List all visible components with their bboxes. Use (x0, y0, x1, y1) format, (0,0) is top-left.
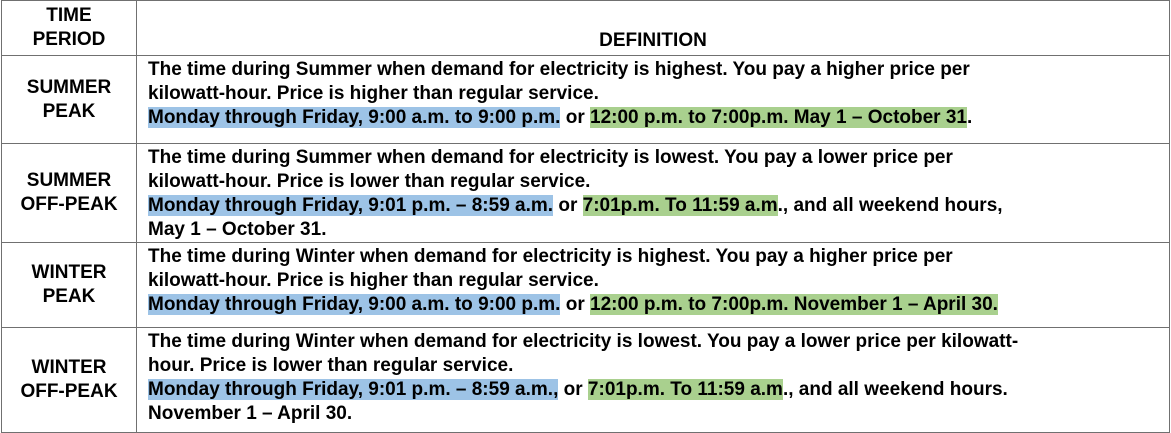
definition-schedule: Monday through Friday, 9:01 p.m. – 8:59 … (148, 378, 1161, 402)
period-line2: PEAK (42, 286, 96, 307)
definition-line2: kilowatt-hour. Price is lower than regul… (148, 171, 591, 192)
definition-cell: The time during Summer when demand for e… (136, 55, 1170, 144)
connector-text: or (560, 294, 590, 315)
period-cell: SUMMER OFF-PEAK (1, 143, 137, 243)
header-period-line1: TIME (46, 5, 92, 26)
definition-cell: The time during Summer when demand for e… (136, 143, 1170, 243)
definition-line2: hour. Price is lower than regular servic… (148, 355, 514, 376)
period-line2: OFF-PEAK (20, 381, 118, 402)
period-line1: SUMMER (26, 170, 112, 191)
definition-line2: kilowatt-hour. Price is higher than regu… (148, 270, 599, 291)
definition-line1: The time during Summer when demand for e… (148, 59, 970, 80)
alternate-hours-highlight: 7:01p.m. To 11:59 a.m (587, 379, 783, 400)
schedule-tail: ., and all weekend hours, (777, 195, 1003, 216)
header-period-line2: PERIOD (32, 29, 106, 50)
header-definition: DEFINITION (136, 0, 1170, 56)
weekday-hours-highlight: Monday through Friday, 9:01 p.m. – 8:59 … (148, 195, 554, 216)
definition-line1: The time during Winter when demand for e… (148, 331, 1019, 352)
weekday-hours-highlight: Monday through Friday, 9:00 a.m. to 9:00… (148, 107, 561, 128)
schedule-tail: ., and all weekend hours. (782, 379, 1008, 400)
definition-line1: The time during Summer when demand for e… (148, 147, 953, 168)
weekday-hours-highlight: Monday through Friday, 9:01 p.m. – 8:59 … (148, 379, 559, 400)
connector-text: or (553, 195, 583, 216)
definition-cell: The time during Winter when demand for e… (136, 327, 1170, 433)
alternate-hours-highlight: 12:00 p.m. to 7:00p.m. May 1 – October 3… (590, 107, 967, 128)
definition-line4: November 1 – April 30. (148, 403, 353, 424)
table-row-summer-off-peak: SUMMER OFF-PEAK The time during Summer w… (1, 143, 1170, 243)
connector-text: or (558, 379, 588, 400)
weekday-hours-highlight: Monday through Friday, 9:00 a.m. to 9:00… (148, 294, 561, 315)
period-line1: WINTER (31, 262, 107, 283)
period-line2: OFF-PEAK (20, 194, 118, 215)
table-row-summer-peak: SUMMER PEAK The time during Summer when … (1, 55, 1170, 144)
table-header-row: TIME PERIOD DEFINITION (1, 0, 1170, 56)
schedule-tail: . (966, 107, 973, 128)
definition-line2: kilowatt-hour. Price is higher than regu… (148, 83, 599, 104)
alternate-hours-highlight: 7:01p.m. To 11:59 a.m (582, 195, 778, 216)
connector-text: or (560, 107, 590, 128)
definition-schedule: Monday through Friday, 9:00 a.m. to 9:00… (148, 106, 1161, 130)
period-line2: PEAK (42, 100, 96, 122)
definition-schedule: Monday through Friday, 9:01 p.m. – 8:59 … (148, 194, 1161, 218)
definition-schedule: Monday through Friday, 9:00 a.m. to 9:00… (148, 293, 1161, 317)
definition-line1: The time during Winter when demand for e… (148, 246, 953, 267)
period-line1: SUMMER (26, 76, 112, 98)
period-cell: SUMMER PEAK (1, 55, 137, 144)
table-row-winter-off-peak: WINTER OFF-PEAK The time during Winter w… (1, 327, 1170, 433)
period-cell: WINTER PEAK (1, 242, 137, 328)
alternate-hours-highlight: 12:00 p.m. to 7:00p.m. November 1 – Apri… (590, 294, 998, 315)
table-row-winter-peak: WINTER PEAK The time during Winter when … (1, 242, 1170, 328)
header-time-period: TIME PERIOD (1, 0, 137, 56)
period-line1: WINTER (31, 357, 107, 378)
definition-cell: The time during Winter when demand for e… (136, 242, 1170, 328)
definition-line4: May 1 – October 31. (148, 219, 327, 240)
period-cell: WINTER OFF-PEAK (1, 327, 137, 433)
